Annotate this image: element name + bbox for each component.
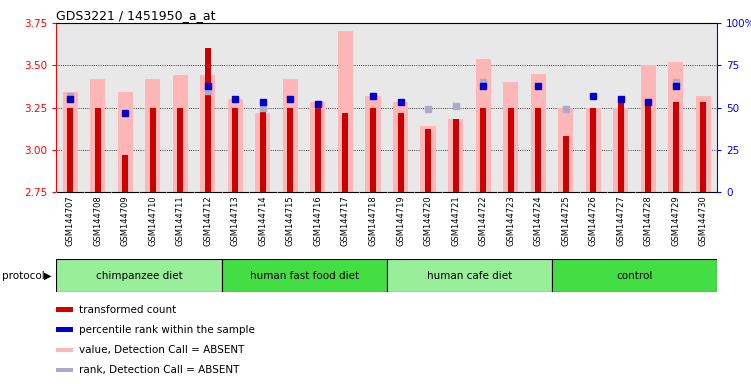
Text: GSM144726: GSM144726 [589, 195, 598, 246]
Bar [618, 99, 624, 192]
Text: ▶: ▶ [44, 270, 51, 281]
Bar [562, 136, 569, 192]
Bar [387, 259, 552, 292]
Bar [535, 108, 541, 192]
Bar [701, 103, 707, 192]
Bar [397, 113, 403, 192]
Text: GSM144715: GSM144715 [286, 195, 295, 246]
Bar [56, 367, 73, 372]
Bar [95, 108, 101, 192]
Bar [67, 108, 73, 192]
Bar [122, 155, 128, 192]
Text: protocol: protocol [2, 270, 44, 281]
Text: value, Detection Call = ABSENT: value, Detection Call = ABSENT [80, 345, 245, 355]
Text: control: control [617, 270, 653, 281]
Text: GSM144723: GSM144723 [506, 195, 515, 246]
Bar [614, 108, 629, 192]
Bar [552, 259, 717, 292]
Bar [310, 103, 325, 192]
Bar [173, 75, 188, 192]
Text: GSM144724: GSM144724 [534, 195, 543, 246]
Bar [480, 108, 486, 192]
Bar [145, 79, 160, 192]
Text: human cafe diet: human cafe diet [427, 270, 512, 281]
Bar [586, 108, 601, 192]
Bar [56, 307, 73, 312]
Bar [508, 108, 514, 192]
Bar [201, 75, 216, 192]
Bar [149, 108, 155, 192]
Text: GSM144718: GSM144718 [369, 195, 378, 246]
Bar [56, 348, 73, 353]
Bar [453, 119, 459, 192]
Bar [641, 65, 656, 192]
Bar [393, 103, 408, 192]
Text: GSM144730: GSM144730 [699, 195, 708, 246]
Bar [205, 48, 211, 192]
Text: GSM144709: GSM144709 [121, 195, 130, 246]
Bar [177, 108, 183, 192]
Text: human fast food diet: human fast food diet [249, 270, 359, 281]
Bar [62, 92, 77, 192]
Text: GSM144717: GSM144717 [341, 195, 350, 246]
Text: GSM144714: GSM144714 [258, 195, 267, 246]
Text: GSM144728: GSM144728 [644, 195, 653, 246]
Text: GSM144725: GSM144725 [561, 195, 570, 246]
Bar [283, 79, 298, 192]
Text: GSM144710: GSM144710 [148, 195, 157, 246]
Bar [673, 103, 679, 192]
Text: GSM144708: GSM144708 [93, 195, 102, 246]
Bar [56, 327, 73, 332]
Bar [696, 96, 711, 192]
Bar [90, 79, 105, 192]
Text: GSM144716: GSM144716 [313, 195, 322, 246]
Text: chimpanzee diet: chimpanzee diet [95, 270, 182, 281]
Bar [448, 119, 463, 192]
Text: GSM144712: GSM144712 [204, 195, 213, 246]
Bar [56, 259, 222, 292]
Bar [288, 108, 294, 192]
Bar [645, 103, 651, 192]
Bar [370, 108, 376, 192]
Text: GSM144711: GSM144711 [176, 195, 185, 246]
Bar [222, 259, 387, 292]
Text: GSM144713: GSM144713 [231, 195, 240, 246]
Bar [342, 113, 348, 192]
Bar [228, 99, 243, 192]
Text: GSM144707: GSM144707 [65, 195, 74, 246]
Text: rank, Detection Call = ABSENT: rank, Detection Call = ABSENT [80, 365, 240, 375]
Bar [475, 58, 490, 192]
Bar [503, 82, 518, 192]
Bar [260, 108, 266, 192]
Bar [315, 108, 321, 192]
Text: GDS3221 / 1451950_a_at: GDS3221 / 1451950_a_at [56, 9, 216, 22]
Bar [421, 126, 436, 192]
Text: GSM144720: GSM144720 [424, 195, 433, 246]
Bar [255, 113, 270, 192]
Text: percentile rank within the sample: percentile rank within the sample [80, 325, 255, 335]
Text: transformed count: transformed count [80, 305, 176, 314]
Text: GSM144727: GSM144727 [617, 195, 626, 246]
Bar [425, 129, 431, 192]
Text: GSM144719: GSM144719 [396, 195, 405, 246]
Bar [531, 74, 546, 192]
Bar [366, 96, 381, 192]
Text: GSM144722: GSM144722 [478, 195, 487, 246]
Bar [668, 62, 683, 192]
Bar [232, 108, 238, 192]
Bar [118, 92, 133, 192]
Bar [590, 108, 596, 192]
Bar [338, 31, 353, 192]
Bar [558, 108, 573, 192]
Text: GSM144729: GSM144729 [671, 195, 680, 246]
Text: GSM144721: GSM144721 [451, 195, 460, 246]
